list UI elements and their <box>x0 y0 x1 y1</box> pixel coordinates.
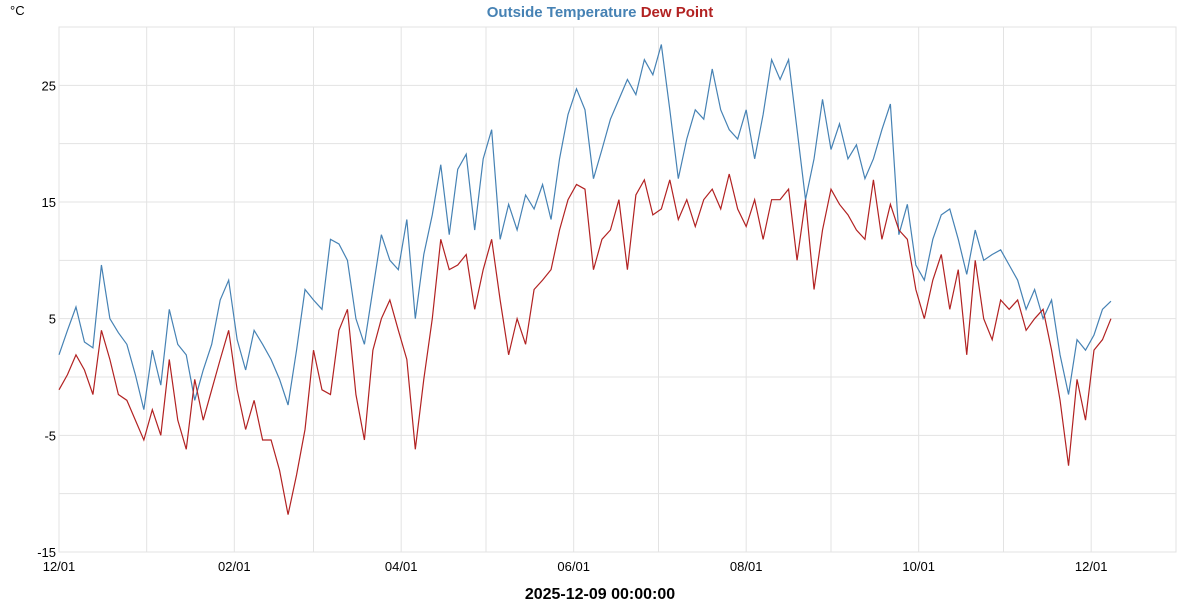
plot-frame <box>58 26 1177 553</box>
x-tick-label: 06/01 <box>557 559 590 574</box>
legend-entry: Outside Temperature <box>487 4 637 21</box>
series-line <box>58 173 1112 515</box>
y-axis-label: °C <box>10 3 25 18</box>
x-tick-label: 04/01 <box>385 559 418 574</box>
y-tick-label: -15 <box>37 545 56 560</box>
x-tick-label: 12/01 <box>43 559 76 574</box>
x-tick-label: 02/01 <box>218 559 251 574</box>
x-tick-label: 08/01 <box>730 559 763 574</box>
x-tick-label: 10/01 <box>902 559 935 574</box>
chart-title: Outside Temperature Dew Point <box>487 4 713 21</box>
y-tick-label: 15 <box>42 195 56 210</box>
y-tick-label: 25 <box>42 78 56 93</box>
x-axis-label: 2025-12-09 00:00:00 <box>525 586 675 600</box>
series-line <box>58 44 1112 410</box>
y-tick-label: 5 <box>49 312 56 327</box>
x-tick-label: 12/01 <box>1075 559 1108 574</box>
legend-entry: Dew Point <box>641 4 714 21</box>
y-tick-label: -5 <box>44 428 56 443</box>
